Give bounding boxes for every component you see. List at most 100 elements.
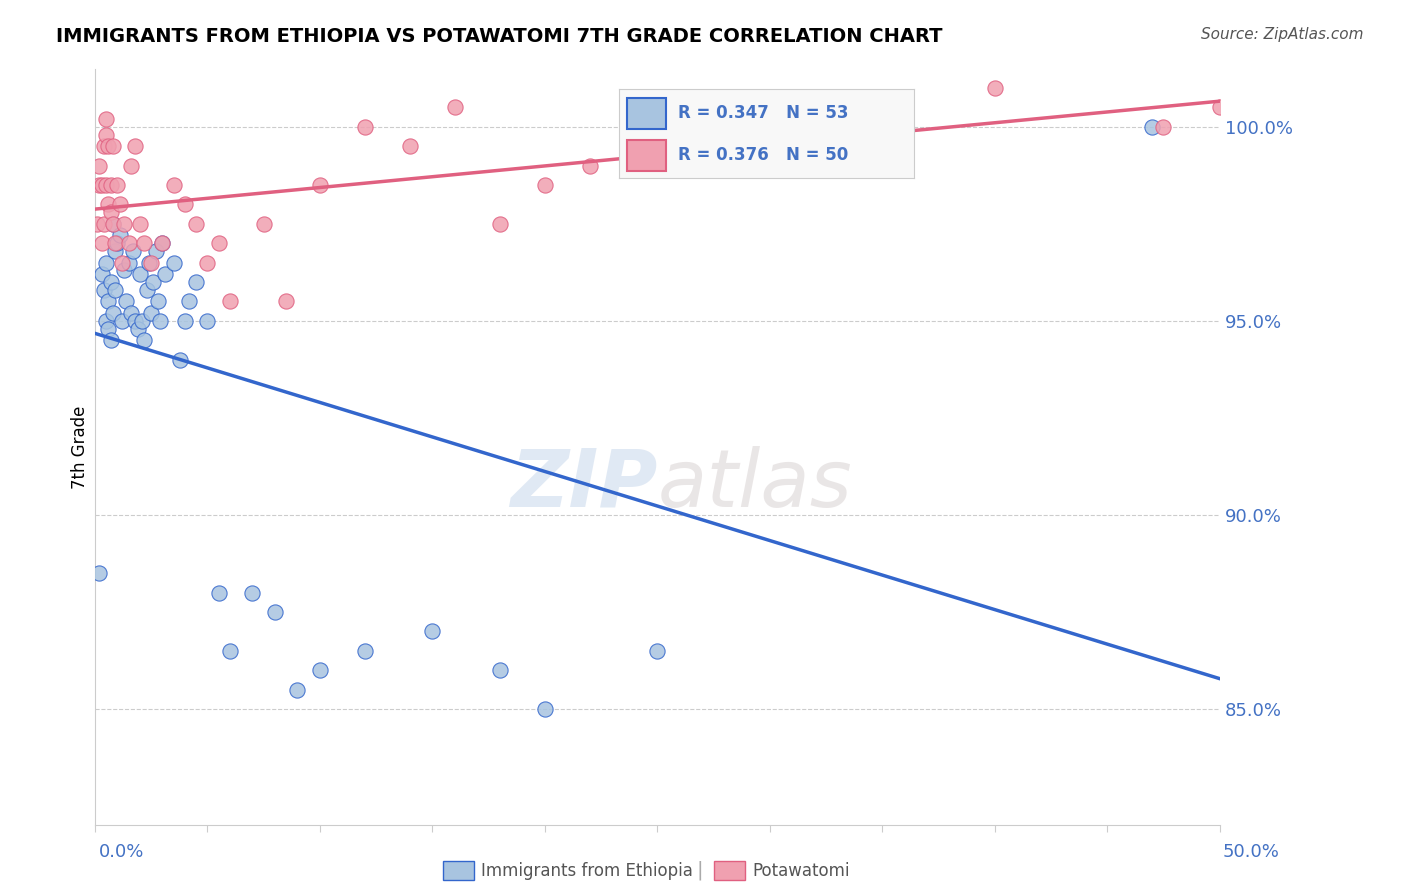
Point — [108, 228, 131, 243]
Point — [111, 314, 134, 328]
Point — [138, 255, 160, 269]
Point — [100, 178, 122, 192]
Point — [124, 314, 146, 328]
Point — [308, 178, 330, 192]
Point — [115, 294, 138, 309]
Point — [104, 236, 127, 251]
Point — [252, 217, 274, 231]
Point — [218, 294, 240, 309]
Point — [308, 663, 330, 677]
Point — [120, 306, 142, 320]
Point — [93, 283, 115, 297]
Point — [128, 217, 150, 231]
Point — [870, 100, 893, 114]
Point — [645, 139, 668, 153]
Text: 50.0%: 50.0% — [1223, 843, 1279, 861]
Point — [1153, 120, 1175, 134]
Text: Source: ZipAtlas.com: Source: ZipAtlas.com — [1201, 27, 1364, 42]
Point — [131, 314, 153, 328]
Point — [134, 333, 156, 347]
Point — [758, 159, 780, 173]
Point — [97, 139, 120, 153]
Point — [353, 120, 375, 134]
Point — [153, 267, 176, 281]
Point — [645, 644, 668, 658]
Point — [139, 255, 162, 269]
Point — [142, 275, 165, 289]
Point — [93, 139, 115, 153]
Point — [173, 197, 195, 211]
Point — [90, 178, 112, 192]
Point — [101, 139, 124, 153]
Point — [101, 217, 124, 231]
Point — [94, 255, 117, 269]
Point — [533, 702, 555, 716]
Point — [89, 178, 111, 192]
Point — [420, 624, 443, 639]
Y-axis label: 7th Grade: 7th Grade — [72, 405, 89, 489]
Point — [690, 100, 713, 114]
Point — [983, 81, 1005, 95]
Point — [207, 585, 229, 599]
Text: Potawatomi: Potawatomi — [752, 862, 849, 880]
Point — [162, 255, 184, 269]
Point — [488, 663, 510, 677]
Point — [94, 178, 117, 192]
Point — [127, 321, 149, 335]
Point — [488, 217, 510, 231]
Point — [100, 205, 122, 219]
Point — [240, 585, 263, 599]
Point — [195, 314, 218, 328]
Point — [90, 236, 112, 251]
Point — [122, 244, 145, 258]
FancyBboxPatch shape — [627, 140, 666, 171]
Point — [134, 236, 156, 251]
Point — [105, 178, 128, 192]
Text: atlas: atlas — [657, 446, 852, 524]
Point — [128, 267, 150, 281]
Point — [93, 217, 115, 231]
Point — [101, 217, 124, 231]
Text: IMMIGRANTS FROM ETHIOPIA VS POTAWATOMI 7TH GRADE CORRELATION CHART: IMMIGRANTS FROM ETHIOPIA VS POTAWATOMI 7… — [56, 27, 943, 45]
Text: R = 0.347   N = 53: R = 0.347 N = 53 — [678, 104, 848, 122]
Point — [150, 236, 173, 251]
Point — [117, 236, 139, 251]
Text: Immigrants from Ethiopia: Immigrants from Ethiopia — [481, 862, 693, 880]
Point — [86, 217, 108, 231]
Point — [100, 275, 122, 289]
Point — [1142, 120, 1164, 134]
Point — [89, 566, 111, 581]
Text: ZIP: ZIP — [510, 446, 657, 524]
Point — [263, 605, 285, 619]
Point — [90, 267, 112, 281]
Point — [162, 178, 184, 192]
Point — [179, 294, 201, 309]
Point — [443, 100, 465, 114]
Point — [97, 197, 120, 211]
Point — [218, 644, 240, 658]
Point — [173, 314, 195, 328]
Point — [101, 306, 124, 320]
Point — [124, 139, 146, 153]
Point — [89, 159, 111, 173]
Point — [578, 159, 600, 173]
Point — [150, 236, 173, 251]
Point — [112, 263, 135, 277]
Point — [353, 644, 375, 658]
Point — [94, 112, 117, 126]
Point — [398, 139, 420, 153]
Point — [533, 178, 555, 192]
Point — [104, 283, 127, 297]
Point — [100, 333, 122, 347]
Text: |: | — [697, 861, 703, 880]
Point — [94, 128, 117, 142]
Point — [112, 217, 135, 231]
Text: 0.0%: 0.0% — [98, 843, 143, 861]
Point — [184, 217, 207, 231]
Point — [117, 255, 139, 269]
Point — [111, 255, 134, 269]
Point — [105, 236, 128, 251]
Point — [97, 321, 120, 335]
Point — [149, 314, 172, 328]
Point — [184, 275, 207, 289]
